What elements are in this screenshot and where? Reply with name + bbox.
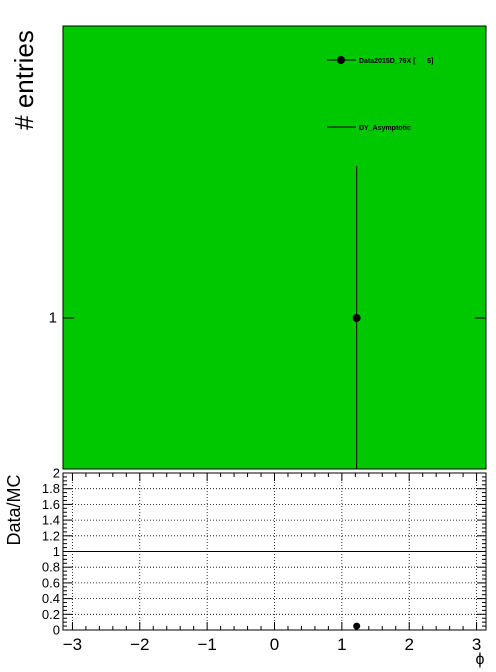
ratio-x-tick-label: 0: [270, 635, 279, 654]
ratio-y-tick-label: 1.2: [42, 528, 60, 543]
ratio-y-tick-label: 1.4: [42, 513, 60, 528]
legend-entry-data: Data2015D_76X [ 5]: [359, 58, 433, 65]
ratio-x-tick-label: 1: [337, 635, 346, 654]
ratio-y-tick-label: 1.6: [42, 497, 60, 512]
ratio-x-tick-label: −3: [63, 635, 82, 654]
ratio-x-tick-label: −1: [197, 635, 216, 654]
ratio-panel: −3 −2 −1 0 1 2 300.20.40.60.811.21.41.61.82 Da…: [4, 466, 487, 668]
ratio-data-point: [353, 622, 361, 630]
ratio-y-tick-label: 2: [53, 466, 60, 481]
main-data-marks: [352, 166, 361, 469]
main-data-point: [352, 314, 361, 322]
main-plot-area: [62, 25, 487, 470]
ratio-y-tick-label: 0.6: [42, 575, 60, 590]
ratio-data-marks: [63, 551, 486, 630]
ratio-ticks: −3 −2 −1 0 1 2 300.20.40.60.811.21.41.61.82: [42, 466, 486, 654]
ratio-y-tick-label: 0.2: [42, 607, 60, 622]
main-y-axis-label: # entries: [9, 30, 39, 130]
ratio-x-tick-label: 3: [472, 635, 481, 654]
main-y-tick-label: 1: [49, 310, 57, 327]
ratio-y-axis-label: Data/MC: [4, 474, 24, 545]
ratio-y-tick-label: 0.8: [42, 560, 60, 575]
main-panel: # entries 1 Data2015D_76X [ 5] DY_Asympt…: [9, 25, 487, 470]
ratio-x-tick-label: −2: [130, 635, 149, 654]
ratio-x-tick-label: 2: [404, 635, 413, 654]
legend-marker: [337, 56, 345, 64]
ratio-x-axis-label: ϕ: [476, 651, 485, 668]
ratio-y-tick-label: 1.8: [42, 481, 60, 496]
legend-entry-mc: DY_Asymptotic: [359, 125, 411, 132]
ratio-y-tick-label: 1: [53, 544, 60, 559]
ratio-y-tick-label: 0: [53, 623, 60, 638]
legend: Data2015D_76X [ 5] DY_Asymptotic: [327, 56, 433, 132]
ratio-y-tick-label: 0.4: [42, 591, 60, 606]
main-y-ticks: 1: [49, 310, 486, 327]
